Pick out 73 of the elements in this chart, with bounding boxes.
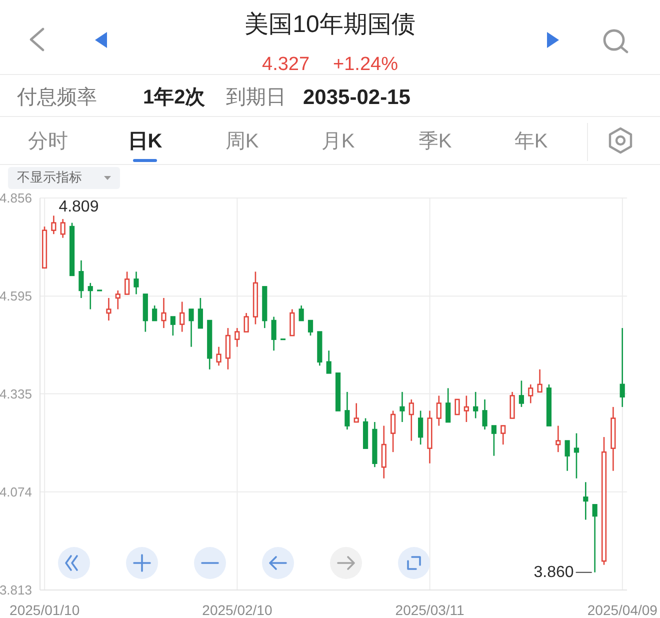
- candlestick: [518, 380, 524, 408]
- candlestick: [134, 271, 139, 295]
- candlestick: [473, 391, 478, 419]
- candlestick: [88, 282, 93, 310]
- candlestick: [354, 402, 359, 423]
- candlestick: [436, 395, 442, 426]
- candlestick: [51, 215, 56, 235]
- candlestick: [170, 316, 176, 336]
- candlestick: [574, 432, 580, 480]
- x-tick-label: 2025/02/10: [202, 602, 272, 618]
- text: 付息频率: [17, 86, 97, 110]
- candlestick: [418, 410, 424, 446]
- candlestick: [326, 350, 332, 374]
- candlestick: [620, 327, 625, 408]
- candlestick: [583, 481, 588, 520]
- candlestick: [500, 425, 506, 446]
- candlestick: [454, 398, 460, 416]
- candlestick: [290, 308, 295, 336]
- candlestick: [161, 297, 166, 329]
- candlestick: [234, 327, 240, 348]
- x-tick-label: 2025/04/09: [587, 602, 658, 618]
- candlestick: [115, 290, 120, 310]
- text: 不显示指标: [17, 170, 82, 186]
- candlestick: [298, 304, 304, 322]
- annotation: 4.809: [58, 198, 99, 216]
- candlestick: [528, 384, 534, 404]
- y-tick-label: 4.074: [0, 484, 32, 500]
- candlestick: [152, 304, 158, 322]
- candlestick: [106, 297, 112, 322]
- candlestick: [556, 425, 561, 453]
- text: 分时: [28, 130, 68, 154]
- candlestick: [464, 395, 469, 423]
- candlestick: [308, 320, 314, 336]
- candlestick: [244, 312, 249, 332]
- text: +1.24%: [333, 54, 398, 76]
- y-tick-label: 4.595: [0, 288, 32, 304]
- x-tick-label: 2025/03/11: [395, 602, 465, 618]
- text: 年K: [514, 130, 548, 154]
- annotation: 3.860: [534, 564, 574, 581]
- text: 4.327: [262, 54, 310, 76]
- candlestick: [188, 308, 194, 348]
- candlestick: [225, 327, 231, 370]
- y-tick-label: 4.335: [0, 386, 32, 402]
- text: 日K: [128, 130, 162, 154]
- candlestick: [216, 346, 222, 366]
- candlestick: [446, 388, 451, 423]
- candlestick: [564, 440, 570, 472]
- candlestick: [491, 425, 496, 456]
- text: 周K: [225, 130, 259, 154]
- candlestick: [271, 316, 276, 352]
- text: 月K: [321, 130, 355, 154]
- candlestick: [408, 398, 414, 442]
- chart-title: 美国10年期国债: [244, 11, 416, 39]
- candlestick: [381, 425, 386, 480]
- candlestick: [344, 391, 350, 430]
- candlestick: [198, 297, 203, 329]
- candlestick: [60, 218, 66, 238]
- y-tick-label: 3.813: [0, 582, 32, 598]
- candlestick: [537, 368, 542, 393]
- y-tick-label: 4.856: [0, 190, 32, 206]
- text: 1年2次: [143, 86, 206, 110]
- candlestick: [510, 391, 515, 419]
- candlestick: [400, 391, 405, 423]
- x-tick-label: 2025/01/10: [10, 602, 80, 618]
- candlestick: [390, 410, 396, 453]
- candlestick: [78, 260, 84, 299]
- text: 到期日: [226, 86, 286, 110]
- text: 2035-02-15: [303, 86, 410, 110]
- candlestick: [180, 301, 185, 332]
- candlestick: [124, 271, 130, 295]
- text: 季K: [418, 130, 452, 154]
- candlestick: [592, 504, 598, 573]
- candlestick: [482, 398, 488, 430]
